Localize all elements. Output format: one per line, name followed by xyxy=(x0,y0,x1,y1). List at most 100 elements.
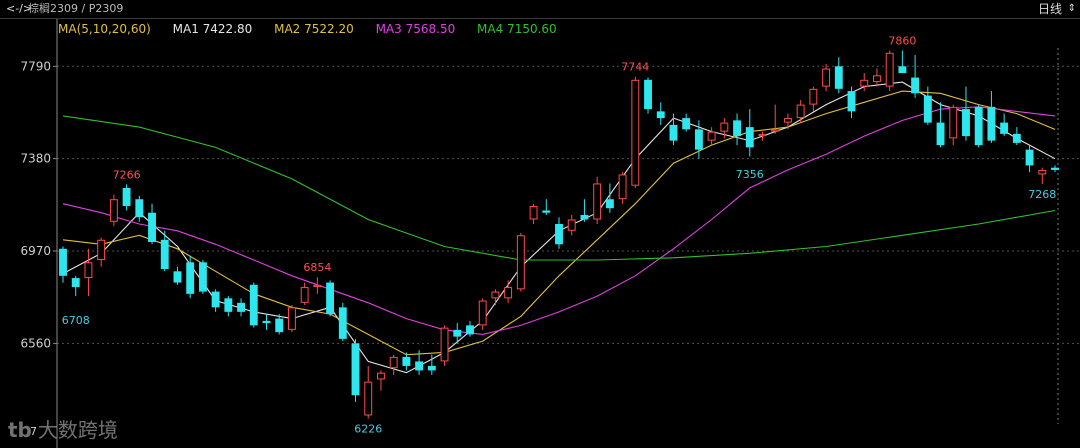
candle xyxy=(427,354,436,375)
candle xyxy=(466,320,474,337)
candle xyxy=(109,194,118,227)
candle-body xyxy=(351,343,360,396)
candle-body xyxy=(796,104,805,119)
watermark: tb 大数跨境 xyxy=(8,414,118,443)
candle xyxy=(516,233,525,292)
candle xyxy=(1012,127,1021,146)
candle xyxy=(491,289,500,306)
candle-body xyxy=(618,174,627,200)
candle xyxy=(923,86,932,125)
candle-body xyxy=(148,212,156,243)
candle xyxy=(224,296,233,317)
ma1-legend: MA1 7422.80 xyxy=(172,22,253,36)
candle xyxy=(275,314,284,335)
candle xyxy=(135,195,144,222)
candle-body xyxy=(949,106,958,139)
candle-body xyxy=(389,356,398,369)
candle xyxy=(783,113,792,130)
period-selector[interactable]: 日线 xyxy=(1037,2,1062,16)
candle xyxy=(1025,145,1034,173)
candlesticks xyxy=(59,50,1059,419)
candle-body xyxy=(198,262,207,292)
watermark-text: 大数跨境 xyxy=(37,418,118,442)
candle xyxy=(644,77,652,114)
candle xyxy=(834,57,843,94)
candle-body xyxy=(364,381,373,416)
y-tick-label: 6560 xyxy=(20,336,51,350)
candle-body xyxy=(720,122,729,132)
high-price-label: 7266 xyxy=(113,168,141,181)
y-tick-label: 7380 xyxy=(20,152,51,166)
candle-body xyxy=(580,214,589,220)
candle xyxy=(1038,167,1047,184)
price-annotations: 7266 6708 6854 6226 7744 7356 7860 7268 7 xyxy=(30,35,1056,438)
candle-body xyxy=(1012,133,1021,143)
candle xyxy=(733,113,741,146)
candle-body xyxy=(555,223,563,245)
candle xyxy=(198,260,207,294)
candle-body xyxy=(173,271,182,283)
candle-body xyxy=(377,372,385,380)
high-price-label: 7860 xyxy=(888,35,916,48)
candle-body xyxy=(962,109,970,137)
ma-params-label: MA(5,10,20,60) xyxy=(58,22,151,36)
candle xyxy=(656,102,665,125)
candle xyxy=(694,120,703,159)
candle-body xyxy=(847,91,856,112)
candle xyxy=(504,280,513,303)
contract-symbol[interactable]: 棕榈2309 / P2309 xyxy=(28,2,124,15)
candle xyxy=(885,50,894,92)
candle xyxy=(593,176,602,224)
back-icon[interactable]: <-/> xyxy=(6,2,33,15)
ma3-legend: MA3 7568.50 xyxy=(375,22,456,36)
candle-body xyxy=(135,199,144,218)
candle-body xyxy=(694,129,703,150)
candle-body xyxy=(707,131,716,141)
high-price-label: 6854 xyxy=(303,261,331,274)
candle-body xyxy=(542,210,551,213)
low-price-label: 6226 xyxy=(354,423,382,436)
candle-body xyxy=(771,129,780,132)
candle-body xyxy=(873,75,881,83)
period-toggle-icon[interactable]: ⇕ xyxy=(1067,3,1076,14)
candle-body xyxy=(160,239,169,270)
candle-body xyxy=(287,307,296,330)
candle xyxy=(364,365,373,419)
candle-body xyxy=(224,298,233,312)
candle xyxy=(542,199,551,215)
candle-body xyxy=(682,118,691,130)
candle-body xyxy=(1038,169,1047,175)
y-axis: 7790 7380 6970 6560 xyxy=(20,19,58,448)
candle xyxy=(605,183,614,213)
candle xyxy=(440,325,449,366)
kline-chart[interactable]: 7790 7380 6970 6560 7266 6708 6854 6226 7744 735… xyxy=(0,19,1080,448)
high-price-label: 7744 xyxy=(621,61,649,74)
candle-body xyxy=(1025,149,1034,166)
candle-body xyxy=(504,287,513,299)
low-price-label: 6708 xyxy=(62,314,90,327)
candle xyxy=(478,298,487,330)
candle xyxy=(745,109,754,157)
candle xyxy=(974,104,983,148)
candle-body xyxy=(987,106,996,141)
candle-body xyxy=(911,77,920,94)
candle xyxy=(211,289,220,312)
candle xyxy=(338,302,347,342)
candle xyxy=(453,323,462,344)
candle xyxy=(873,68,881,87)
candle-body xyxy=(809,88,818,105)
candle-body xyxy=(415,361,424,371)
candle-body xyxy=(275,318,284,333)
candle xyxy=(71,275,80,297)
candle-body xyxy=(822,68,831,87)
candle-body xyxy=(669,124,678,141)
candle-body xyxy=(656,111,665,119)
candle-body xyxy=(237,302,245,312)
candle-body xyxy=(1000,122,1009,134)
y-tick-label: 7790 xyxy=(20,59,51,73)
candle-body xyxy=(733,120,741,137)
ma-legend: MA(5,10,20,60) MA1 7422.80 MA2 7522.20 M… xyxy=(58,22,575,36)
candle-body xyxy=(466,325,474,335)
candle xyxy=(377,370,385,391)
candle xyxy=(771,104,780,134)
